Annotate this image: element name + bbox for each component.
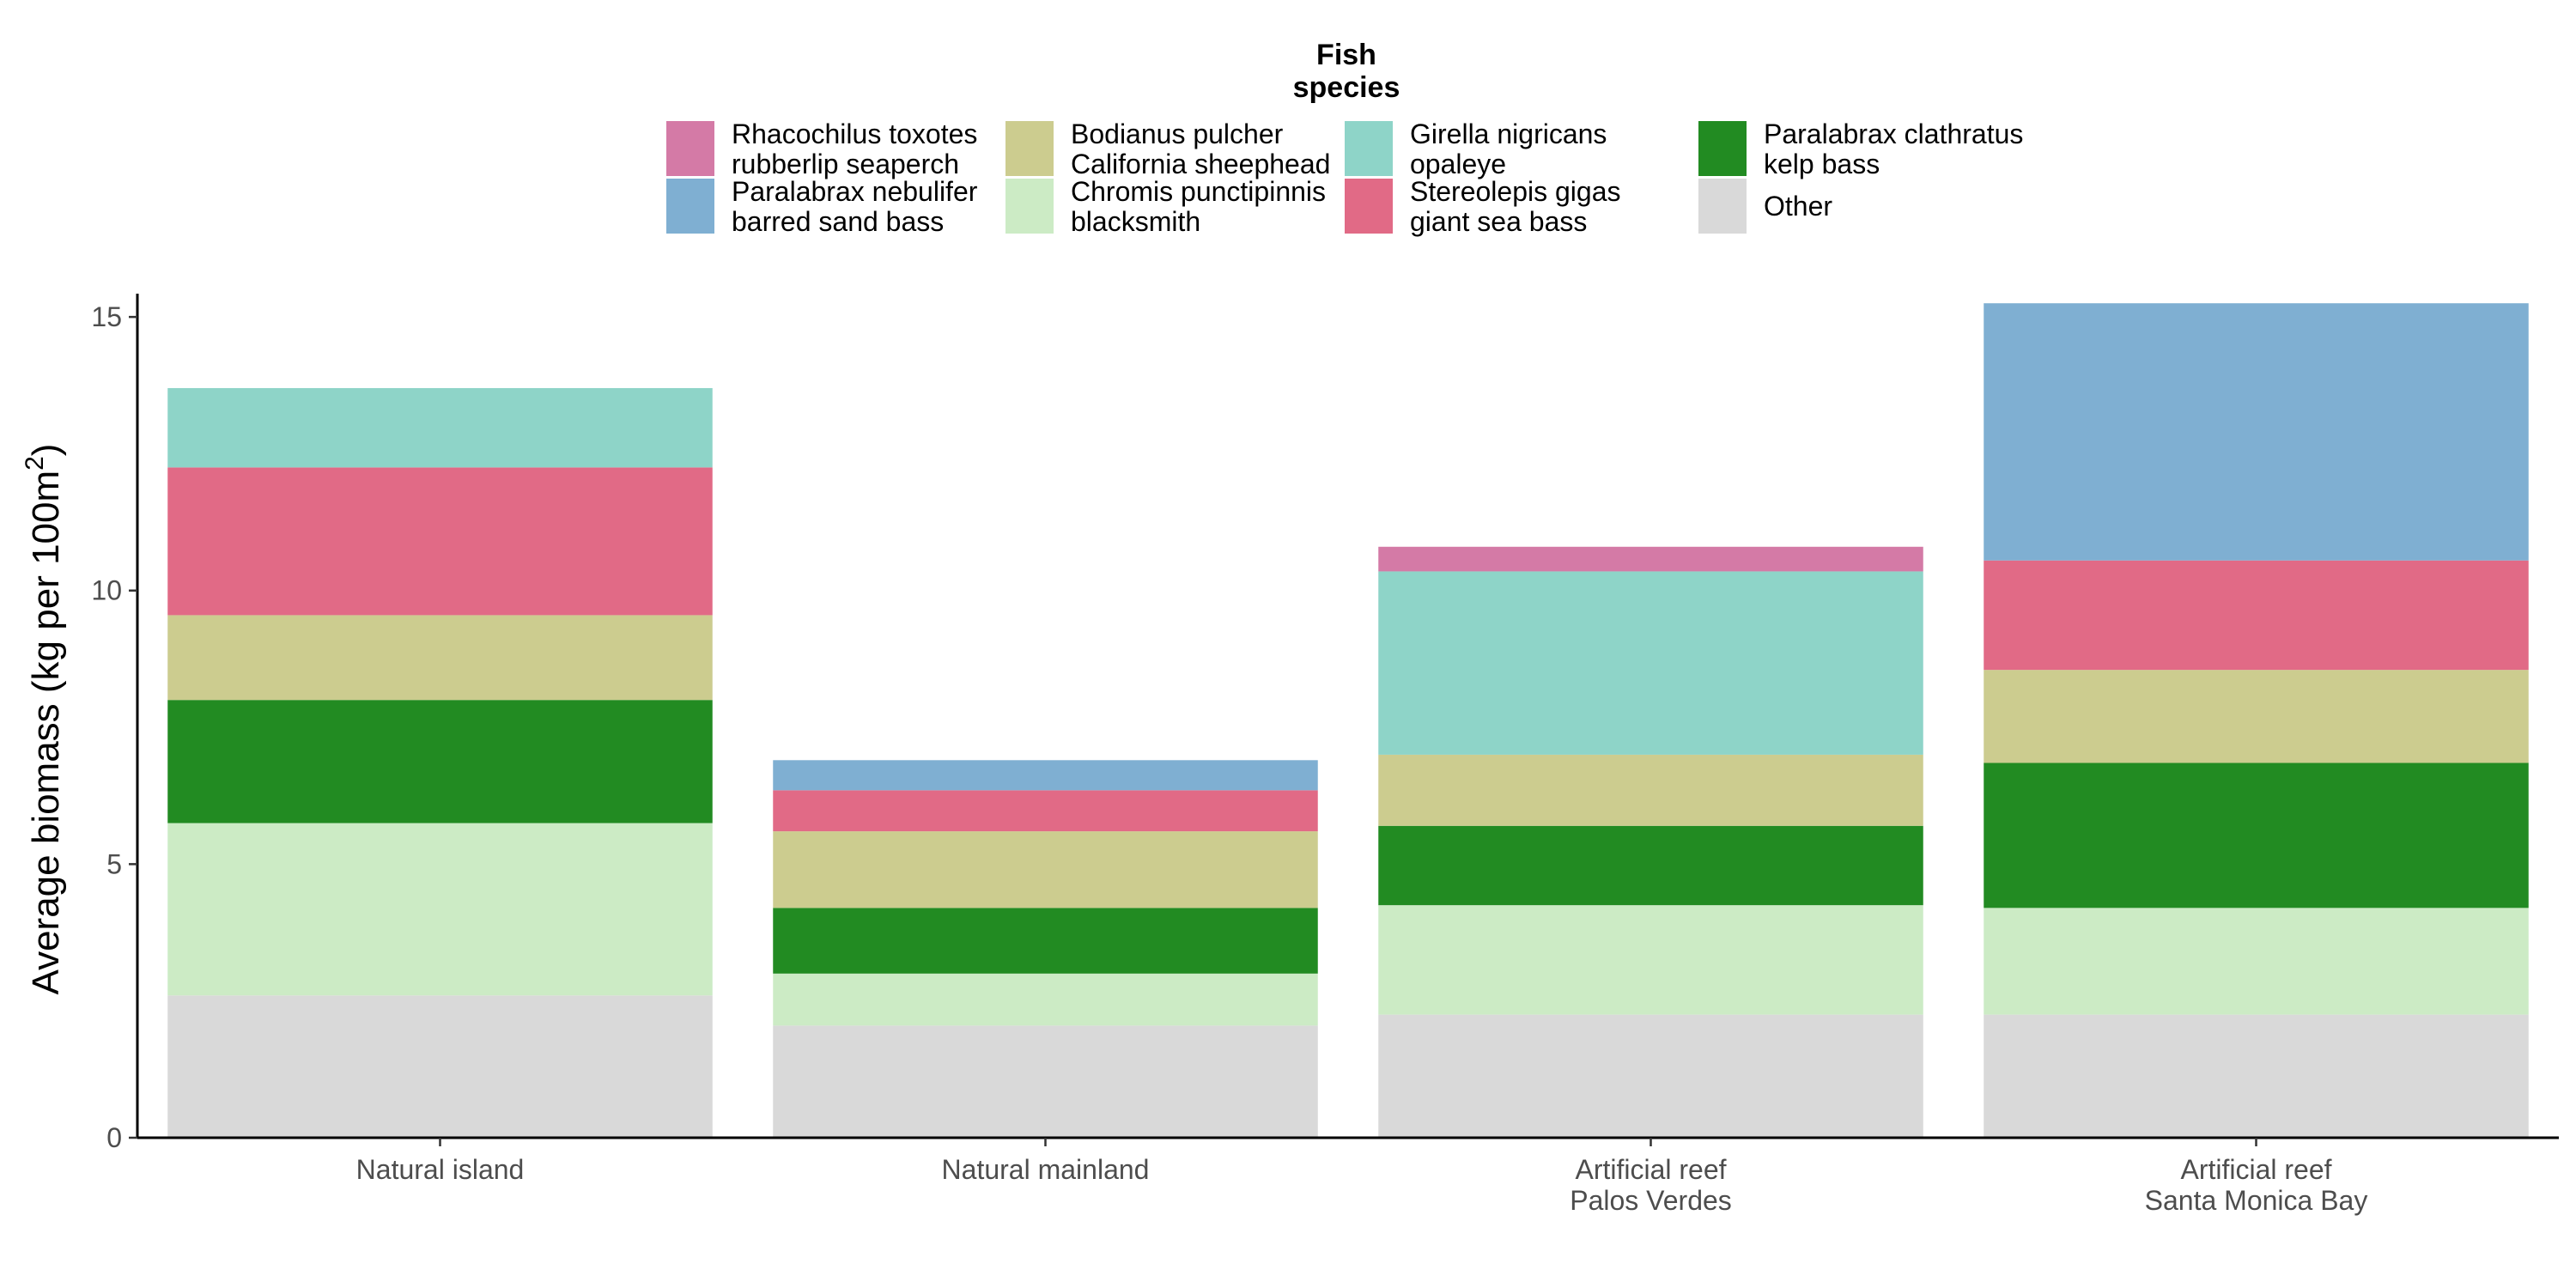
legend-label: Paralabrax nebulifer barred sand bass	[732, 176, 978, 237]
x-tick-label: Natural island	[356, 1154, 525, 1185]
x-tick-label: Artificial reef Santa Monica Bay	[2145, 1154, 2368, 1216]
legend-label-line: Rhacochilus toxotes	[732, 118, 977, 149]
y-axis-label: Average biomass (kg per 100m2)	[21, 444, 67, 995]
legend-label-line: kelp bass	[1764, 149, 1880, 179]
bar-segment	[773, 760, 1318, 791]
x-tick-label-line: Artificial reef	[2180, 1154, 2331, 1185]
legend-label: Other	[1764, 191, 1832, 222]
bar-segment	[1984, 908, 2529, 1015]
y-tick-label: 0	[106, 1122, 122, 1153]
x-tick-label: Natural mainland	[942, 1154, 1150, 1185]
bar-segment	[1378, 571, 1923, 755]
bar-segment	[167, 387, 713, 468]
bar-segment	[1984, 560, 2529, 671]
legend: Fish species Rhacochilus toxotes rubberlip …	[666, 39, 2023, 237]
bar-segment	[167, 615, 713, 701]
bar-segment	[1378, 1014, 1923, 1138]
bar-segment	[1378, 825, 1923, 906]
bar-segment	[167, 467, 713, 616]
bar-segment	[773, 973, 1318, 1026]
bar-segment	[773, 831, 1318, 908]
y-axis-label-part: )	[25, 444, 67, 457]
bar-segment	[167, 823, 713, 996]
bars	[167, 303, 2529, 1138]
legend-label-line: blacksmith	[1071, 206, 1200, 237]
legend-label-line: Paralabrax clathratus	[1764, 118, 2023, 149]
bar-segment	[1984, 762, 2529, 908]
x-tick-label-line: Natural mainland	[942, 1154, 1150, 1185]
bar-segment	[773, 908, 1318, 974]
y-axis-label-part: 2	[21, 456, 49, 471]
legend-title-line: species	[1293, 71, 1400, 104]
legend-label-line: Girella nigricans	[1410, 118, 1607, 149]
legend-label-line: rubberlip seaperch	[732, 149, 959, 179]
x-tick-label-line: Santa Monica Bay	[2145, 1185, 2368, 1216]
x-tick-label-line: Palos Verdes	[1570, 1185, 1732, 1216]
legend-label: Chromis punctipinnis blacksmith	[1071, 176, 1326, 237]
x-tick-label: Artificial reef Palos Verdes	[1570, 1154, 1732, 1216]
y-tick-label: 10	[91, 575, 122, 606]
legend-swatch	[666, 179, 714, 234]
bar-segment	[773, 790, 1318, 832]
legend-swatch	[1005, 121, 1054, 176]
legend-swatch	[1698, 179, 1747, 234]
bar-segment	[1984, 303, 2529, 561]
x-tick-label-line: Artificial reef	[1575, 1154, 1726, 1185]
legend-label: Rhacochilus toxotes rubberlip seaperch	[732, 118, 977, 179]
legend-label-line: barred sand bass	[732, 206, 944, 237]
legend-label-line: California sheephead	[1071, 149, 1330, 179]
legend-label: Paralabrax clathratus kelp bass	[1764, 118, 2023, 179]
legend-label: Bodianus pulcher California sheephead	[1071, 118, 1330, 179]
legend-title-line: Fish	[1316, 39, 1376, 71]
legend-label: Girella nigricans opaleye	[1410, 118, 1607, 179]
legend-label-line: Paralabrax nebulifer	[732, 176, 978, 207]
bar-segment	[167, 700, 713, 823]
axes: 0 5 10 15 Natural island Natural mainland Arti…	[21, 294, 2559, 1216]
legend-swatch	[1698, 121, 1747, 176]
legend-label-line: Stereolepis gigas	[1410, 176, 1620, 207]
bar-segment	[167, 995, 713, 1138]
legend-swatch	[1345, 179, 1393, 234]
legend-label: Stereolepis gigas giant sea bass	[1410, 176, 1620, 237]
y-axis-label-part: Average biomass (kg per 100m	[25, 471, 67, 995]
legend-title: Fish species	[1293, 39, 1400, 104]
legend-swatch	[1345, 121, 1393, 176]
bar-segment	[1378, 905, 1923, 1015]
legend-swatch	[666, 121, 714, 176]
legend-label-line: Chromis punctipinnis	[1071, 176, 1326, 207]
bar-segment	[1984, 670, 2529, 763]
bar-segment	[1984, 1014, 2529, 1138]
legend-label-line: opaleye	[1410, 149, 1506, 179]
bar-segment	[773, 1025, 1318, 1138]
y-tick-label: 15	[91, 301, 122, 332]
legend-swatch	[1005, 179, 1054, 234]
bar-segment	[1378, 546, 1923, 572]
legend-label-line: Bodianus pulcher	[1071, 118, 1284, 149]
legend-label-line: giant sea bass	[1410, 206, 1587, 237]
x-tick-label-line: Natural island	[356, 1154, 525, 1185]
bar-segment	[1378, 754, 1923, 826]
y-tick-label: 5	[106, 848, 122, 879]
